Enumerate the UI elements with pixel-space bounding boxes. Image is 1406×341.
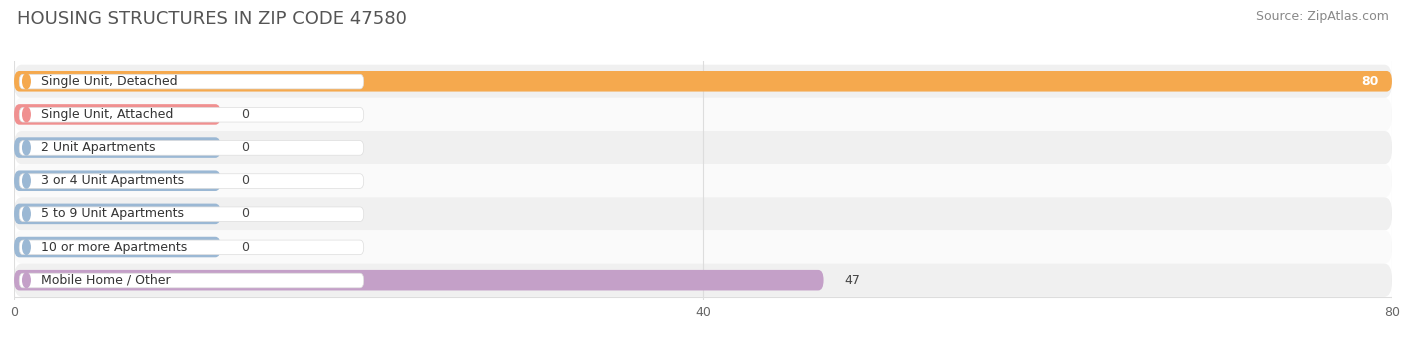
FancyBboxPatch shape [14,237,221,257]
Text: 0: 0 [242,174,249,187]
FancyBboxPatch shape [14,270,824,291]
FancyBboxPatch shape [20,140,364,155]
FancyBboxPatch shape [20,273,364,288]
FancyBboxPatch shape [14,170,221,191]
Text: Source: ZipAtlas.com: Source: ZipAtlas.com [1256,10,1389,23]
Text: Single Unit, Attached: Single Unit, Attached [41,108,173,121]
FancyBboxPatch shape [14,71,1392,91]
Circle shape [22,74,31,89]
Text: Single Unit, Detached: Single Unit, Detached [41,75,177,88]
Text: 80: 80 [1361,75,1378,88]
FancyBboxPatch shape [14,164,1392,197]
Circle shape [22,240,31,254]
FancyBboxPatch shape [14,131,1392,164]
Circle shape [22,107,31,122]
FancyBboxPatch shape [20,107,364,122]
FancyBboxPatch shape [20,74,364,89]
Text: 5 to 9 Unit Apartments: 5 to 9 Unit Apartments [41,207,184,220]
Text: 0: 0 [242,207,249,220]
FancyBboxPatch shape [14,104,221,125]
Circle shape [22,207,31,221]
FancyBboxPatch shape [14,204,221,224]
Circle shape [22,273,31,287]
FancyBboxPatch shape [20,207,364,222]
Text: 2 Unit Apartments: 2 Unit Apartments [41,141,155,154]
Circle shape [22,140,31,155]
Text: 3 or 4 Unit Apartments: 3 or 4 Unit Apartments [41,174,184,187]
Text: 0: 0 [242,240,249,254]
FancyBboxPatch shape [20,240,364,255]
Text: Mobile Home / Other: Mobile Home / Other [41,274,170,287]
FancyBboxPatch shape [20,174,364,188]
Text: 0: 0 [242,108,249,121]
FancyBboxPatch shape [14,264,1392,297]
FancyBboxPatch shape [14,98,1392,131]
Text: 47: 47 [844,274,860,287]
Text: 0: 0 [242,141,249,154]
FancyBboxPatch shape [14,231,1392,264]
Circle shape [22,174,31,188]
Text: HOUSING STRUCTURES IN ZIP CODE 47580: HOUSING STRUCTURES IN ZIP CODE 47580 [17,10,406,28]
FancyBboxPatch shape [14,65,1392,98]
FancyBboxPatch shape [14,197,1392,231]
FancyBboxPatch shape [14,137,221,158]
Text: 10 or more Apartments: 10 or more Apartments [41,240,187,254]
